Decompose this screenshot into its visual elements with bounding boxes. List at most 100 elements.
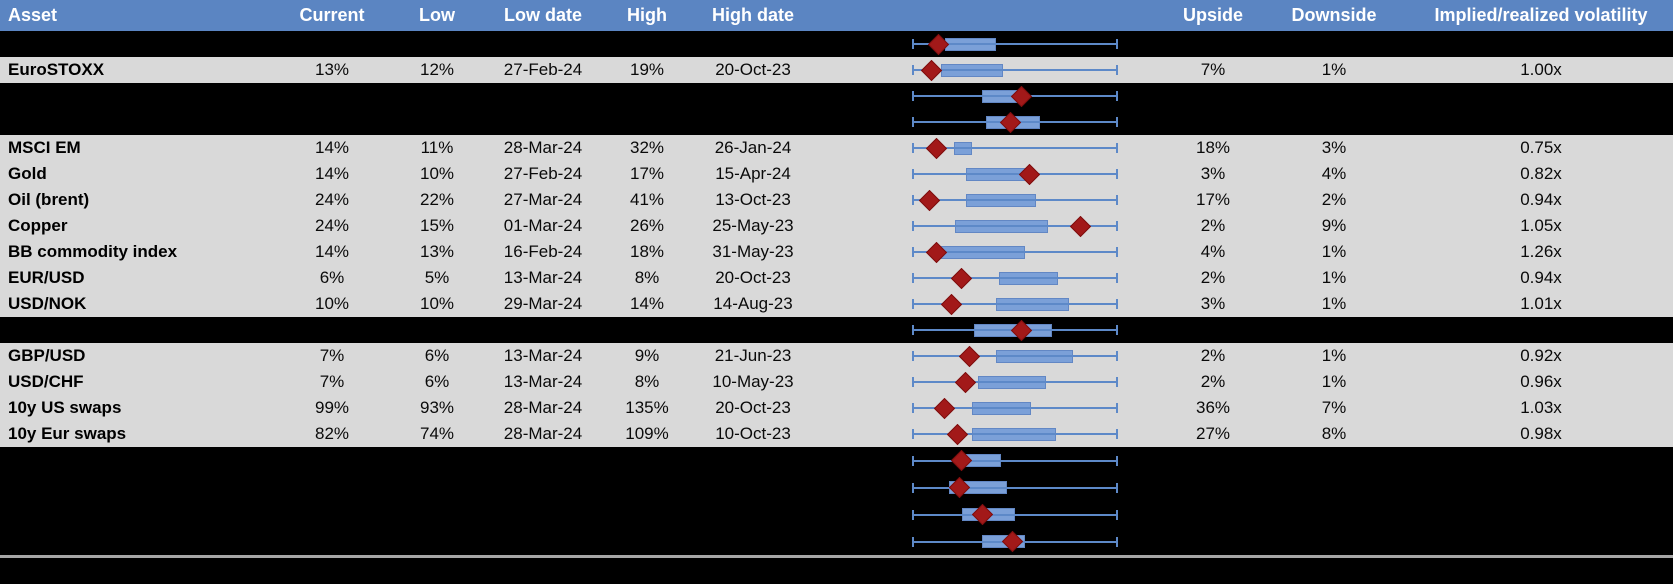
table-body: EuroSTOXX 13% 12% 27-Feb-24 19% 20-Oct-23 7% 1%… bbox=[0, 31, 1673, 555]
upside-cell: 27% bbox=[1195, 424, 1231, 443]
whisker-line bbox=[912, 433, 1118, 435]
marker-diamond bbox=[920, 59, 943, 81]
whisker-cap-left bbox=[912, 195, 914, 205]
low-cell: 10% bbox=[419, 164, 455, 183]
low-cell: 6% bbox=[424, 346, 450, 365]
whisker-cap-right bbox=[1116, 39, 1118, 49]
whisker-cap-right bbox=[1116, 247, 1118, 257]
col-header-upside: Upside bbox=[1182, 5, 1244, 25]
low-cell: 10% bbox=[419, 294, 455, 313]
whisker-cap-right bbox=[1116, 455, 1118, 466]
table-row: GBP/USD 7% 6% 13-Mar-24 9% 21-Jun-23 2% 1% 0.92x bbox=[0, 343, 1673, 369]
boxplot bbox=[912, 135, 1118, 161]
whisker-line bbox=[912, 69, 1118, 71]
whisker-cap-right bbox=[1116, 299, 1118, 309]
high-date-cell: 26-Jan-24 bbox=[714, 138, 792, 157]
whisker-cap-right bbox=[1116, 351, 1118, 361]
asset-name: EUR/USD bbox=[8, 268, 85, 287]
high-date-cell: 25-May-23 bbox=[712, 216, 794, 235]
implied-realized-vol-cell: 0.75x bbox=[1520, 138, 1562, 157]
downside-cell: 8% bbox=[1321, 424, 1347, 443]
high-cell: 9% bbox=[634, 346, 660, 365]
whisker-cap-left bbox=[912, 65, 914, 75]
downside-cell: 9% bbox=[1321, 216, 1347, 235]
col-header-high: High bbox=[627, 5, 667, 25]
whisker-cap-left bbox=[912, 536, 914, 547]
high-date-cell: 13-Oct-23 bbox=[715, 190, 791, 209]
current-cell: 6% bbox=[319, 268, 345, 287]
high-cell: 17% bbox=[629, 164, 665, 183]
current-cell: 7% bbox=[319, 346, 345, 365]
asset-name: GBP/USD bbox=[8, 346, 86, 365]
boxplot bbox=[912, 447, 1118, 474]
current-cell: 14% bbox=[314, 242, 350, 261]
boxplot bbox=[912, 421, 1118, 447]
implied-realized-vol-cell: 0.96x bbox=[1520, 372, 1562, 391]
implied-realized-vol-cell: 1.00x bbox=[1520, 60, 1562, 79]
col-header-high-date: High date bbox=[711, 5, 795, 25]
whisker-cap-left bbox=[912, 143, 914, 153]
boxplot bbox=[912, 161, 1118, 187]
whisker-line bbox=[912, 251, 1118, 253]
col-header-low: Low bbox=[419, 5, 455, 25]
current-cell: 14% bbox=[314, 138, 350, 157]
upside-cell: 3% bbox=[1200, 164, 1226, 183]
whisker-cap-right bbox=[1116, 325, 1118, 335]
whisker-cap-left bbox=[912, 482, 914, 493]
table-row: Oil (brent) 24% 22% 27-Mar-24 41% 13-Oct-23 17… bbox=[0, 187, 1673, 213]
footer-band bbox=[0, 558, 1673, 584]
marker-diamond bbox=[954, 371, 977, 393]
header-row: Asset Current Low Low date High High dat… bbox=[0, 0, 1673, 31]
table-row: USD/CHF 7% 6% 13-Mar-24 8% 10-May-23 2% 1% 0.96x bbox=[0, 369, 1673, 395]
current-cell: 24% bbox=[314, 216, 350, 235]
low-date-cell: 27-Mar-24 bbox=[503, 190, 583, 209]
whisker-cap-right bbox=[1116, 509, 1118, 520]
high-date-cell: 10-Oct-23 bbox=[715, 424, 791, 443]
high-date-cell: 15-Apr-24 bbox=[715, 164, 791, 183]
marker-diamond bbox=[926, 137, 948, 159]
boxplot bbox=[912, 213, 1118, 239]
table-row: 10y Eur swaps 82% 74% 28-Mar-24 109% 10-Oct-2… bbox=[0, 421, 1673, 447]
low-date-cell: 28-Mar-24 bbox=[503, 398, 583, 417]
marker-diamond bbox=[950, 267, 973, 289]
implied-realized-vol-cell: 0.92x bbox=[1520, 346, 1562, 365]
upside-cell: 7% bbox=[1200, 60, 1226, 79]
whisker-cap-right bbox=[1116, 143, 1118, 153]
boxplot bbox=[912, 395, 1118, 421]
high-date-cell: 10-May-23 bbox=[712, 372, 794, 391]
whisker-cap-left bbox=[912, 221, 914, 231]
high-cell: 109% bbox=[625, 424, 669, 443]
current-cell: 10% bbox=[314, 294, 350, 313]
high-cell: 32% bbox=[629, 138, 665, 157]
whisker-cap-left bbox=[912, 455, 914, 466]
high-cell: 8% bbox=[634, 268, 660, 287]
whisker-cap-left bbox=[912, 377, 914, 387]
marker-diamond bbox=[959, 345, 981, 367]
whisker-cap-left bbox=[912, 273, 914, 283]
whisker-cap-left bbox=[912, 403, 914, 413]
col-header-implied-realized-volatility: Implied/realized volatility bbox=[1434, 5, 1648, 25]
boxplot bbox=[912, 109, 1118, 135]
whisker-line bbox=[912, 303, 1118, 305]
whisker-cap-right bbox=[1116, 169, 1118, 179]
high-cell: 26% bbox=[629, 216, 665, 235]
spacer-plot-row bbox=[0, 109, 1673, 135]
marker-diamond bbox=[918, 189, 940, 211]
whisker-cap-right bbox=[1116, 221, 1118, 231]
asset-name: USD/NOK bbox=[8, 294, 87, 313]
upside-cell: 2% bbox=[1200, 216, 1226, 235]
whisker-line bbox=[912, 486, 1118, 489]
asset-name: MSCI EM bbox=[8, 138, 81, 157]
col-header-asset: Asset bbox=[8, 5, 58, 25]
table-row: USD/NOK 10% 10% 29-Mar-24 14% 14-Aug-23 3% 1% 1.… bbox=[0, 291, 1673, 317]
boxplot bbox=[912, 31, 1118, 57]
current-cell: 24% bbox=[314, 190, 350, 209]
boxplot bbox=[912, 528, 1118, 555]
whisker-cap-left bbox=[912, 299, 914, 309]
implied-realized-vol-cell: 0.94x bbox=[1520, 190, 1562, 209]
spacer-plot-row bbox=[0, 31, 1673, 57]
implied-realized-vol-cell: 0.98x bbox=[1520, 424, 1562, 443]
spacer-plot-row bbox=[0, 501, 1673, 528]
whisker-line bbox=[912, 173, 1118, 175]
boxplot bbox=[912, 317, 1118, 343]
